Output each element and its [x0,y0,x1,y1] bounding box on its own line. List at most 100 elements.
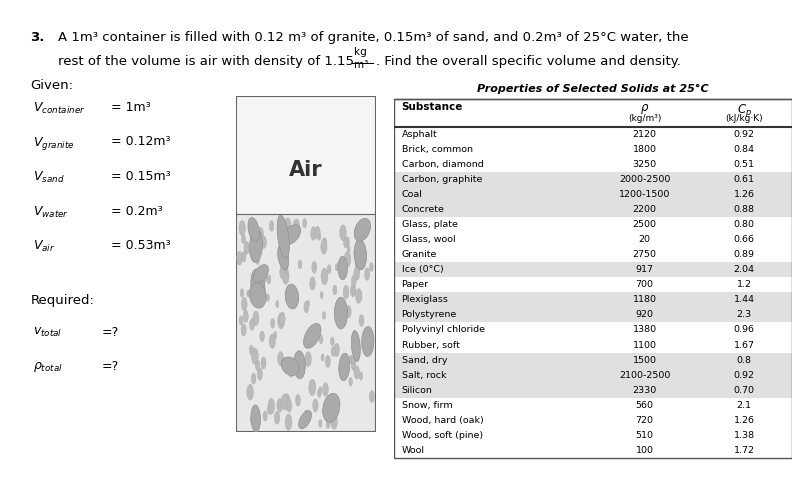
Circle shape [302,219,306,228]
Ellipse shape [351,331,360,361]
Circle shape [322,383,328,396]
Bar [236,96,376,314]
Circle shape [318,389,321,397]
Text: Sand, dry: Sand, dry [402,356,447,365]
Text: $\rho$: $\rho$ [640,102,650,116]
Bar [394,187,792,202]
Circle shape [286,223,292,238]
Text: Glass, plate: Glass, plate [402,220,458,229]
Text: 920: 920 [635,311,654,319]
Circle shape [321,354,324,361]
Circle shape [351,360,356,370]
Text: 20: 20 [638,235,650,244]
Circle shape [262,236,266,249]
Circle shape [270,334,275,348]
Circle shape [252,272,258,286]
Circle shape [295,395,300,406]
Text: Properties of Selected Solids at 25°C: Properties of Selected Solids at 25°C [477,84,709,94]
Circle shape [263,411,267,421]
Ellipse shape [294,351,306,379]
Text: 2330: 2330 [633,386,657,395]
Circle shape [343,285,349,299]
Circle shape [358,290,362,300]
Circle shape [315,226,320,239]
Circle shape [286,266,288,274]
Circle shape [318,232,321,240]
Circle shape [310,277,315,290]
Text: 0.96: 0.96 [734,325,754,335]
Ellipse shape [254,264,269,282]
Circle shape [305,352,311,366]
Text: 720: 720 [635,416,654,425]
Text: 1200-1500: 1200-1500 [619,190,670,199]
Text: 0.51: 0.51 [734,160,754,168]
Text: 2120: 2120 [633,130,657,139]
Circle shape [362,222,369,238]
Circle shape [288,362,294,377]
Text: 1.67: 1.67 [734,340,754,349]
Circle shape [285,414,292,430]
Text: 0.88: 0.88 [734,205,754,214]
Circle shape [280,265,286,279]
Ellipse shape [250,229,262,263]
Circle shape [282,269,289,284]
Text: $v_{total}$: $v_{total}$ [33,326,62,339]
Text: m³: m³ [354,60,368,70]
Bar [394,307,792,323]
Circle shape [274,332,277,339]
Circle shape [322,312,326,319]
Circle shape [261,357,266,369]
Text: 100: 100 [635,446,654,455]
Text: Given:: Given: [30,79,74,92]
Circle shape [304,301,309,313]
Text: = 0.53m³: = 0.53m³ [111,239,170,252]
Circle shape [282,394,288,410]
Text: 3250: 3250 [633,160,657,168]
Text: 0.66: 0.66 [734,235,754,244]
Text: 700: 700 [635,280,654,289]
Ellipse shape [250,283,266,308]
Circle shape [330,337,334,346]
Circle shape [270,220,274,231]
Text: 2500: 2500 [633,220,657,229]
Circle shape [349,377,353,386]
Bar [394,172,792,187]
Circle shape [247,290,250,297]
Text: 2100-2500: 2100-2500 [619,371,670,380]
Circle shape [346,237,350,247]
Circle shape [370,263,374,271]
Text: 1.26: 1.26 [734,190,754,199]
Text: 0.84: 0.84 [734,144,754,154]
Ellipse shape [278,245,289,270]
Text: Brick, common: Brick, common [402,144,473,154]
Circle shape [237,251,242,265]
Text: Substance: Substance [402,102,463,112]
Circle shape [304,410,308,420]
Circle shape [284,361,290,374]
Circle shape [293,219,300,235]
Ellipse shape [338,256,347,280]
Circle shape [318,420,322,427]
Text: 2.04: 2.04 [734,265,754,274]
Text: Asphalt: Asphalt [402,130,438,139]
Text: 0.8: 0.8 [737,356,752,365]
Text: kg: kg [354,47,366,57]
Circle shape [359,372,362,380]
Text: Rubber, soft: Rubber, soft [402,340,459,349]
Circle shape [354,366,359,379]
Circle shape [279,312,285,326]
Circle shape [250,412,256,425]
Text: Plexiglass: Plexiglass [402,295,449,304]
Circle shape [278,313,284,329]
Circle shape [243,310,248,323]
Circle shape [333,285,337,295]
Circle shape [340,225,346,240]
Circle shape [359,314,364,326]
Circle shape [363,220,370,235]
Circle shape [240,289,244,297]
Text: Granite: Granite [402,250,437,259]
Text: Wood, hard (oak): Wood, hard (oak) [402,416,483,425]
Text: rest of the volume is air with density of 1.15: rest of the volume is air with density o… [58,55,354,68]
Ellipse shape [248,217,259,242]
Text: 0.70: 0.70 [734,386,754,395]
